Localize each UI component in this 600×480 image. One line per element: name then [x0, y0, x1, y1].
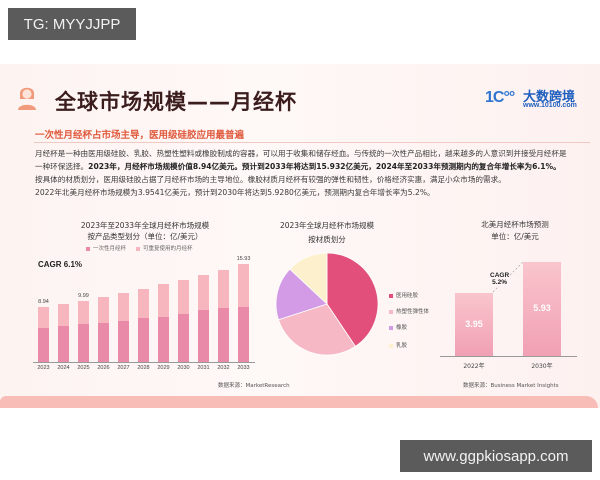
pie-legend-item: 热塑性弹性体 [389, 307, 429, 315]
right-chart-source: 数据来源：Business Market Insights [463, 383, 559, 389]
person-icon [18, 87, 36, 110]
left-chart-source: 数据来源：MarketResearch [218, 383, 290, 389]
pie-slice-1 [277, 303, 356, 356]
bar-segment-disposable [178, 314, 189, 362]
bar-segment-reusable [138, 288, 149, 319]
bar-2027 [118, 293, 129, 362]
left-chart-legend: 一次性月经杯 可重复使用的月经杯 [86, 244, 193, 252]
right-chart-title-2: 单位：亿/美元 [491, 232, 539, 241]
bar-segment-reusable [118, 293, 129, 321]
legend-item-reusable: 可重复使用的月经杯 [136, 244, 193, 252]
logo-name: 大数跨境 [523, 90, 576, 105]
watermark-top: TG: MYYJJPP [8, 8, 136, 40]
bar-2023 [38, 307, 49, 362]
logo-mark-icon: 1C°° [485, 89, 515, 106]
pie-legend-item: 橡胶 [389, 323, 407, 331]
bar-segment-disposable [198, 310, 209, 362]
bar-2026 [98, 296, 109, 362]
pie-chart-title-2: 按材质划分 [308, 235, 346, 244]
intro-line-1: 月经杯是一种由医用级硅胶、乳胶、热塑性塑料或橡胶制成的容器，可以用于收集和储存经… [35, 149, 567, 158]
x-axis-label: 2033 [237, 365, 250, 371]
bar-segment-disposable [238, 307, 249, 362]
watermark-bottom-text: www.ggpkiosapp.com [423, 447, 569, 465]
right-chart-title-1: 北美月经杯市场预测 [481, 220, 549, 229]
x-axis-label: 2031 [197, 365, 210, 371]
intro-line-2: 一种环保选择。2023年，月经杯市场规模价值8.94亿美元。预计到2033年将达… [35, 162, 561, 171]
watermark-bottom: www.ggpkiosapp.com [400, 440, 592, 472]
right-chart-x-axis [440, 356, 577, 357]
bar-segment-disposable [158, 317, 169, 362]
bar-segment-disposable [78, 323, 89, 362]
section-subtitle: 一次性月经杯占市场主导，医用级硅胶应用最普遍 [35, 130, 245, 141]
bar-2032 [218, 269, 229, 362]
pie-chart [275, 252, 379, 356]
x-axis-label: 2023 [37, 365, 50, 371]
bar-2028 [138, 288, 149, 362]
bar-value-label: 9.99 [78, 292, 89, 299]
bar-segment-reusable [178, 279, 189, 314]
bar-segment-reusable [78, 300, 89, 324]
x-axis-label: 2027 [117, 365, 130, 371]
logo-url: www.10100.com [523, 102, 577, 109]
bar-segment-reusable [238, 264, 249, 308]
left-chart-x-axis [33, 362, 255, 363]
divider [34, 142, 590, 143]
right-chart-cagr: CAGR 5.2% [490, 272, 510, 286]
pie-slice-2 [275, 268, 328, 321]
bar-segment-reusable [98, 296, 109, 323]
pie-legend-item: 乳胶 [389, 341, 407, 349]
bar-segment-disposable [138, 318, 149, 362]
intro-line-4: 2022年北美月经杯市场规模为3.9541亿美元，预计到2030年将达到5.92… [35, 188, 435, 197]
pie-slice-3 [289, 252, 328, 305]
x-axis-label: 2032 [217, 365, 230, 371]
intro-line-3: 按具体的材质划分，医用级硅胶占据了月经杯市场的主导地位。橡胶材质月经杯有较强的弹… [35, 175, 506, 184]
bar-2022年 [455, 293, 493, 356]
x-axis-label: 2025 [77, 365, 90, 371]
left-chart-title-2: 按产品类型划分（单位：亿/美元） [87, 232, 203, 241]
bar-segment-disposable [218, 307, 229, 362]
bar-value-label: 15.93 [236, 256, 251, 262]
bar-segment-disposable [38, 327, 49, 362]
bar-2033 [238, 264, 249, 362]
legend-item-disposable: 一次性月经杯 [86, 244, 126, 252]
bar-2031 [198, 274, 209, 362]
bar-segment-reusable [198, 274, 209, 311]
bar-segment-reusable [38, 307, 49, 328]
bar-segment-reusable [158, 284, 169, 318]
pie-legend-item: 医用硅胶 [389, 291, 418, 299]
bar-value-label: 3.95 [465, 318, 483, 329]
x-axis-label: 2030年 [531, 363, 553, 370]
x-axis-label: 2026 [97, 365, 110, 371]
footer-band [0, 396, 598, 408]
bar-2030年 [523, 262, 561, 356]
bar-segment-disposable [98, 322, 109, 362]
watermark-top-text: TG: MYYJJPP [23, 15, 121, 33]
x-axis-label: 2029 [157, 365, 170, 371]
page-title: 全球市场规模——月经杯 [55, 90, 297, 114]
x-axis-label: 2024 [57, 365, 70, 371]
x-axis-label: 2030 [177, 365, 190, 371]
bar-segment-reusable [58, 303, 69, 326]
x-axis-label: 2028 [137, 365, 150, 371]
bar-2030 [178, 279, 189, 362]
bar-value-label: 5.93 [533, 303, 551, 313]
left-chart-cagr: CAGR 6.1% [38, 260, 83, 269]
brand-logo: 1C°° 大数跨境 www.10100.com [485, 86, 585, 112]
bar-segment-reusable [218, 269, 229, 308]
pie-slice-0 [326, 252, 379, 347]
bar-segment-disposable [58, 325, 69, 362]
pie-chart-title-1: 2023年全球月经杯市场规模 [279, 221, 375, 230]
bar-segment-disposable [118, 320, 129, 362]
bar-2024 [58, 303, 69, 362]
bar-2029 [158, 284, 169, 362]
bar-value-label: 8.94 [38, 299, 49, 305]
x-axis-label: 2022年 [463, 363, 485, 370]
bar-2025 [78, 300, 89, 362]
left-chart-title-1: 2023年至2033年全球月经杯市场规模 [80, 221, 210, 230]
